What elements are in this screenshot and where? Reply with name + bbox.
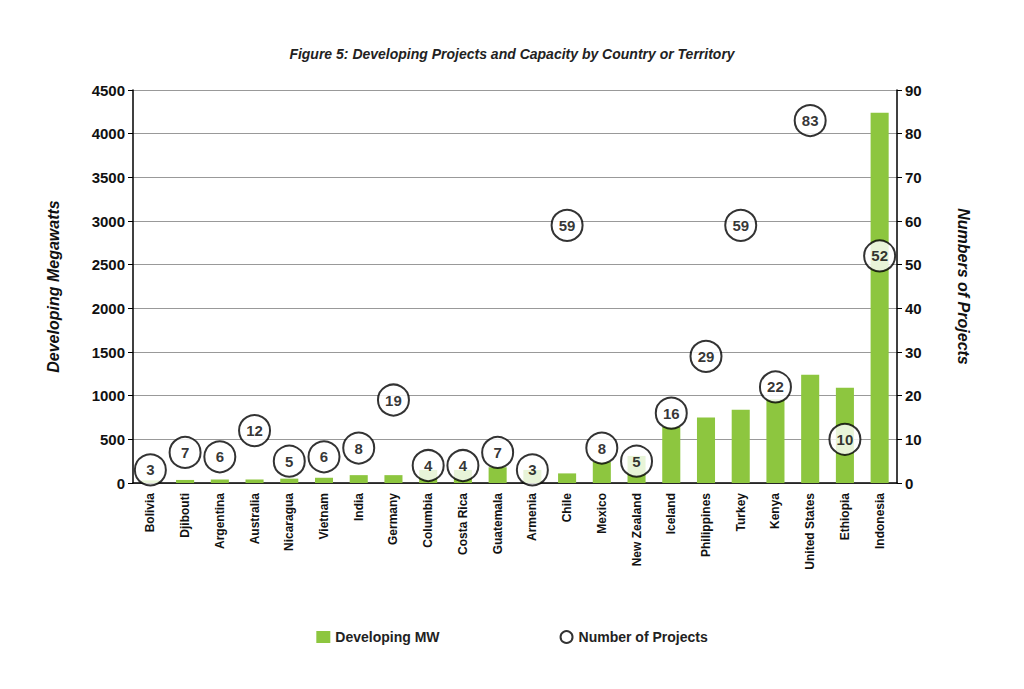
svg-text:70: 70 [905, 169, 922, 186]
svg-text:Ethiopia: Ethiopia [838, 493, 852, 541]
svg-text:Djibouti: Djibouti [178, 493, 192, 538]
svg-text:2000: 2000 [92, 300, 125, 317]
svg-text:40: 40 [905, 300, 922, 317]
svg-text:India: India [352, 493, 366, 521]
svg-text:1500: 1500 [92, 344, 125, 361]
svg-text:30: 30 [905, 344, 922, 361]
svg-text:500: 500 [100, 431, 125, 448]
svg-text:Costa Rica: Costa Rica [456, 493, 470, 555]
svg-text:Kenya: Kenya [768, 493, 782, 529]
svg-text:Bolivia: Bolivia [143, 493, 157, 533]
svg-text:90: 90 [905, 82, 922, 99]
svg-text:Chile: Chile [560, 493, 574, 523]
svg-text:7: 7 [181, 444, 189, 461]
svg-text:83: 83 [802, 112, 819, 129]
svg-text:Figure 5: Developing Projects: Figure 5: Developing Projects and Capaci… [289, 46, 735, 62]
svg-text:12: 12 [246, 422, 263, 439]
svg-text:4000: 4000 [92, 125, 125, 142]
svg-text:4: 4 [424, 457, 433, 474]
svg-text:4500: 4500 [92, 82, 125, 99]
svg-text:Vietnam: Vietnam [317, 493, 331, 539]
svg-text:1000: 1000 [92, 387, 125, 404]
svg-text:50: 50 [905, 256, 922, 273]
svg-text:29: 29 [698, 348, 715, 365]
svg-text:60: 60 [905, 213, 922, 230]
svg-text:59: 59 [732, 217, 749, 234]
svg-text:New Zealand: New Zealand [630, 493, 644, 566]
svg-text:Turkey: Turkey [734, 493, 748, 532]
svg-text:22: 22 [767, 378, 784, 395]
svg-text:Germany: Germany [386, 493, 400, 545]
svg-text:Number of Projects: Number of Projects [579, 629, 708, 645]
svg-text:Guatemala: Guatemala [491, 493, 505, 555]
svg-text:52: 52 [871, 247, 888, 264]
svg-text:Nicaragua: Nicaragua [282, 493, 296, 551]
svg-text:20: 20 [905, 387, 922, 404]
svg-text:8: 8 [355, 440, 363, 457]
svg-text:0: 0 [905, 475, 913, 492]
svg-text:Argentina: Argentina [213, 493, 227, 549]
svg-text:3500: 3500 [92, 169, 125, 186]
svg-text:59: 59 [559, 217, 576, 234]
svg-text:Columbia: Columbia [421, 493, 435, 548]
svg-text:3: 3 [146, 461, 154, 478]
svg-text:5: 5 [285, 453, 293, 470]
svg-text:4: 4 [459, 457, 468, 474]
svg-text:Philippines: Philippines [699, 493, 713, 557]
svg-text:10: 10 [905, 431, 922, 448]
svg-text:2500: 2500 [92, 256, 125, 273]
svg-text:6: 6 [216, 448, 224, 465]
svg-text:10: 10 [837, 431, 854, 448]
svg-text:Iceland: Iceland [664, 493, 678, 534]
svg-text:Developing Megawatts: Developing Megawatts [45, 200, 62, 373]
svg-text:16: 16 [663, 405, 680, 422]
svg-text:Armenia: Armenia [525, 493, 539, 541]
svg-text:Australia: Australia [248, 493, 262, 545]
svg-text:6: 6 [320, 448, 328, 465]
svg-text:0: 0 [117, 475, 125, 492]
svg-text:Mexico: Mexico [595, 493, 609, 534]
svg-text:3: 3 [528, 461, 536, 478]
svg-text:5: 5 [632, 453, 640, 470]
svg-text:3000: 3000 [92, 213, 125, 230]
svg-text:80: 80 [905, 125, 922, 142]
svg-text:Numbers of Projects: Numbers of Projects [955, 208, 972, 365]
svg-text:7: 7 [493, 444, 501, 461]
svg-text:19: 19 [385, 392, 402, 409]
svg-text:United States: United States [803, 493, 817, 570]
svg-text:Developing MW: Developing MW [335, 629, 440, 645]
svg-text:8: 8 [598, 440, 606, 457]
svg-text:Indonesia: Indonesia [873, 493, 887, 549]
